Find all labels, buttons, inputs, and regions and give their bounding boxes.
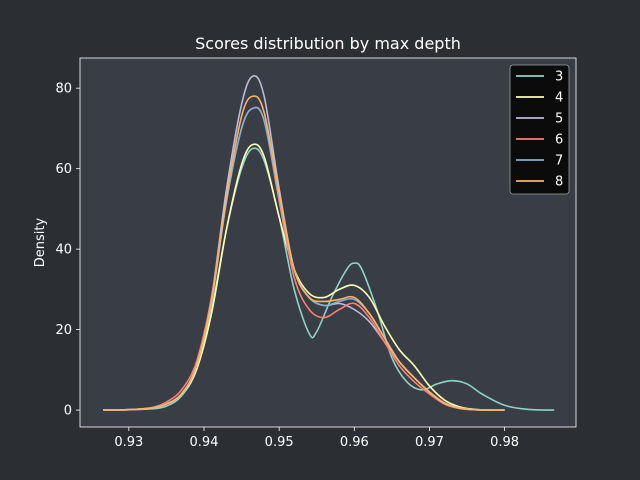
series-layer <box>103 75 555 411</box>
y-tick-label: 0 <box>64 404 72 419</box>
y-tick-label: 80 <box>55 82 72 97</box>
x-tick-label: 0.98 <box>490 435 519 450</box>
legend-label-7: 7 <box>555 154 563 169</box>
y-tick-label: 60 <box>55 162 72 177</box>
y-tick-label: 20 <box>55 323 72 338</box>
plot-frame <box>79 57 577 428</box>
legend-label-3: 3 <box>555 70 563 85</box>
legend: 3 4 5 6 7 8 <box>509 64 570 195</box>
x-tick-label: 0.97 <box>415 435 444 450</box>
series-line-8 <box>103 95 505 411</box>
series-line-6 <box>103 106 505 411</box>
y-tick-label: 40 <box>55 243 72 258</box>
chart-title: Scores distribution by max depth <box>195 34 461 53</box>
y-axis: 0 20 40 60 80 <box>55 82 80 419</box>
legend-label-8: 8 <box>555 175 563 190</box>
x-tick-label: 0.95 <box>265 435 294 450</box>
x-axis: 0.93 0.94 0.95 0.96 0.97 0.98 <box>114 427 519 450</box>
plot-area <box>80 58 576 427</box>
legend-label-4: 4 <box>555 91 563 106</box>
x-tick-label: 0.94 <box>190 435 219 450</box>
legend-label-5: 5 <box>555 112 563 127</box>
x-tick-label: 0.96 <box>340 435 369 450</box>
x-tick-label: 0.93 <box>114 435 143 450</box>
y-axis-label: Density <box>33 217 48 267</box>
legend-label-6: 6 <box>555 133 563 148</box>
